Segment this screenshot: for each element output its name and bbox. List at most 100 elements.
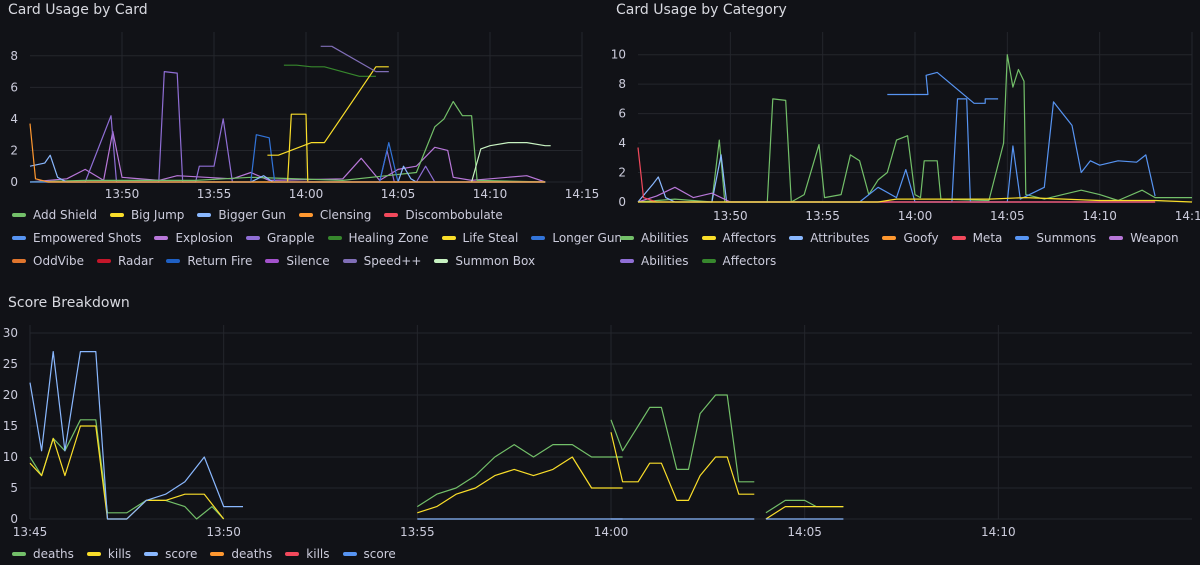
series-line[interactable] [283,64,376,77]
legend-label: Healing Zone [348,230,429,245]
series-line[interactable] [638,197,1193,203]
score-legend: deaths kills score deaths kills score [12,542,409,565]
legend-item[interactable]: Discombobulate [384,208,503,222]
legend-swatch [298,212,313,217]
legend-swatch [12,258,26,263]
legend-item[interactable]: Affectors [701,231,776,245]
legend-row: Abilities Affectors Attributes Goofy Meta Sum… [620,226,1192,249]
legend-label: Explosion [175,230,233,245]
series-line[interactable] [267,66,389,156]
panel-score-breakdown: Score Breakdown 0 5 10 15 20 25 30 13:45 13:50 13… [0,293,1200,565]
series-line[interactable] [30,71,546,183]
legend-item[interactable]: Longer Gun [531,231,622,245]
series-line[interactable] [29,154,546,183]
legend-label: Empowered Shots [33,230,142,245]
legend-item[interactable]: Clensing [298,208,371,222]
legend-item[interactable]: Meta [951,231,1002,245]
score-chart: 0 5 10 15 20 25 30 13:45 13:50 13:55 14:00 14:05 14:… [3,325,1192,539]
legend-swatch [265,258,280,263]
series-line[interactable] [638,98,1156,203]
legend-item[interactable]: Summons [1015,231,1096,245]
panel-title[interactable]: Card Usage by Category [616,2,787,18]
series-line[interactable] [610,432,755,501]
series-line[interactable] [417,456,623,514]
legend-swatch [86,551,101,556]
series-line[interactable] [29,425,225,520]
legend-item[interactable]: kills [285,547,330,561]
legend-item[interactable]: Abilities [620,254,689,268]
legend-label: deaths [33,546,74,561]
series-line[interactable] [637,54,1192,203]
legend-item[interactable]: deaths [210,547,272,561]
legend-item[interactable]: Grapple [245,231,315,245]
legend-item[interactable]: Life Steal [441,231,518,245]
legend-swatch [620,235,634,240]
legend-item[interactable]: Weapon [1109,231,1179,245]
legend-swatch [12,212,26,217]
legend-label: Abilities [641,230,689,245]
legend-item[interactable]: Add Shield [12,208,97,222]
series-line[interactable] [320,45,389,73]
legend-item[interactable]: Explosion [154,231,233,245]
series-line[interactable] [416,444,623,508]
series-line[interactable] [887,71,999,104]
legend-item[interactable]: Goofy [882,230,939,245]
series-line[interactable] [29,123,546,183]
category-usage-chart: 0 2 4 6 8 10 13:50 13:55 14:00 14:05 14:10 14:15 [611,32,1200,223]
legend-label: Goofy [903,230,939,245]
series-line[interactable] [637,147,1156,203]
legend-swatch [384,212,399,217]
legend-item[interactable]: score [342,546,396,561]
legend-item[interactable]: Empowered Shots [12,231,141,245]
series-line[interactable] [610,394,755,483]
series-line[interactable] [29,351,243,520]
legend-label: Radar [117,253,154,268]
legend-label: score [363,546,396,561]
legend-item[interactable]: Speed++ [342,254,421,268]
legend-item[interactable]: deaths [12,547,74,561]
x-tick-label: 13:50 [713,209,748,223]
legend-item[interactable]: Attributes [789,231,869,245]
legend-item[interactable]: Healing Zone [327,230,429,245]
y-tick-label: 0 [10,512,18,526]
legend-item[interactable]: Abilities [620,231,689,245]
legend-item[interactable]: OddVibe [12,254,84,268]
x-tick-label: 14:00 [898,209,933,223]
legend-label: score [165,546,198,561]
legend-item[interactable]: kills [86,547,131,561]
legend-item[interactable]: Big Jump [109,208,184,222]
legend-item[interactable]: Bigger Gun [197,208,286,222]
panel-card-usage-by-card: Card Usage by Card 0 2 4 6 8 13:50 13:55 14:00 1… [0,0,622,280]
legend-swatch [951,235,966,240]
series-line[interactable] [29,130,546,183]
series-line[interactable] [29,100,546,183]
legend-row: Abilities Affectors [620,249,1192,272]
x-tick-label: 14:05 [990,209,1025,223]
legend-item[interactable]: Affectors [701,254,776,268]
legend-swatch [620,258,634,263]
legend-swatch [342,551,357,556]
legend-item[interactable]: Radar [96,253,154,268]
legend-swatch [245,235,260,240]
x-tick-label: 14:10 [473,187,508,201]
legend-label: Return Fire [187,253,253,268]
series-line[interactable] [765,506,844,520]
y-tick-label: 2 [618,166,626,180]
series-line[interactable] [29,419,225,520]
x-tick-label: 13:55 [197,187,232,201]
legend-swatch [441,235,456,240]
panel-title[interactable]: Card Usage by Card [8,2,148,18]
x-tick-label: 13:55 [805,209,840,223]
x-tick-label: 14:00 [289,187,324,201]
legend-item[interactable]: Return Fire [166,254,252,268]
legend-item[interactable]: score [144,547,197,561]
y-tick-label: 0 [618,195,626,209]
y-tick-label: 4 [618,136,626,150]
card-legend: Add Shield Big Jump Bigger Gun Clensing Disc… [12,203,635,272]
series-line[interactable] [471,142,551,183]
legend-item[interactable]: Silence [265,254,330,268]
legend-swatch [789,235,804,240]
legend-item[interactable]: Summon Box [434,254,535,268]
panel-title[interactable]: Score Breakdown [8,295,130,311]
legend-swatch [531,235,546,240]
